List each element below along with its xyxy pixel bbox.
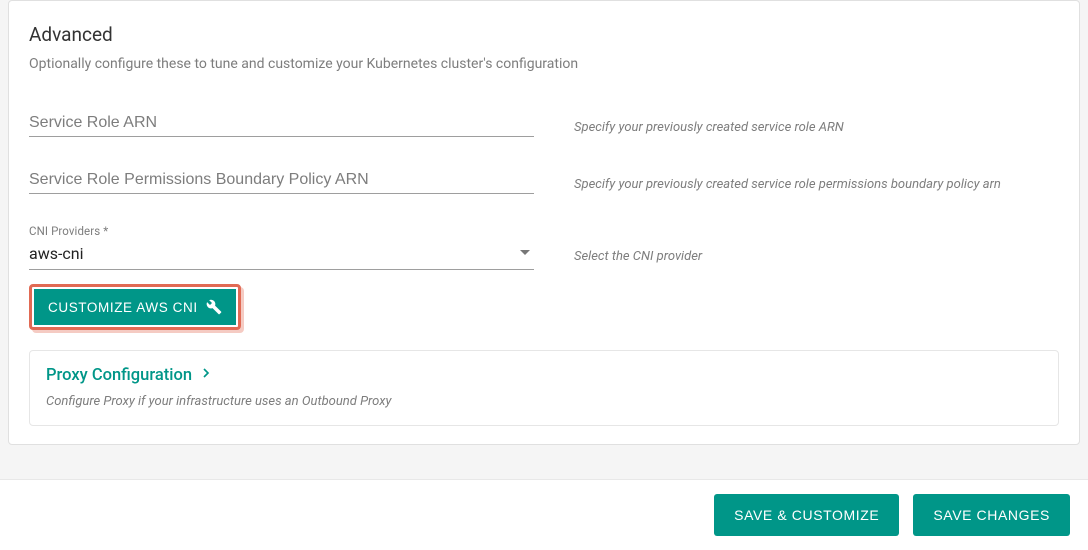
- customize-cni-highlight: CUSTOMIZE AWS CNI: [29, 284, 241, 330]
- save-changes-label: SAVE CHANGES: [933, 507, 1050, 523]
- footer-action-bar: SAVE & CUSTOMIZE SAVE CHANGES: [0, 479, 1088, 550]
- cni-providers-label: CNI Providers *: [29, 224, 534, 238]
- boundary-arn-input[interactable]: [29, 167, 534, 194]
- section-description: Optionally configure these to tune and c…: [29, 56, 1059, 72]
- boundary-arn-row: Specify your previously created service …: [29, 167, 1059, 194]
- cni-providers-row: CNI Providers * aws-cni Select the CNI p…: [29, 224, 1059, 270]
- customize-cni-label: CUSTOMIZE AWS CNI: [48, 300, 198, 315]
- boundary-arn-hint: Specify your previously created service …: [574, 177, 1001, 192]
- save-customize-label: SAVE & CUSTOMIZE: [734, 507, 879, 523]
- service-role-arn-row: Specify your previously created service …: [29, 110, 1059, 137]
- proxy-description: Configure Proxy if your infrastructure u…: [46, 394, 1042, 409]
- chevron-down-icon: [520, 250, 530, 255]
- save-changes-button[interactable]: SAVE CHANGES: [913, 494, 1070, 536]
- cni-providers-value: aws-cni: [29, 242, 534, 270]
- section-title: Advanced: [29, 23, 1059, 46]
- service-role-arn-hint: Specify your previously created service …: [574, 120, 844, 135]
- save-and-customize-button[interactable]: SAVE & CUSTOMIZE: [714, 494, 899, 536]
- proxy-configuration-panel: Proxy Configuration Configure Proxy if y…: [29, 350, 1059, 426]
- proxy-title-text: Proxy Configuration: [46, 366, 192, 385]
- advanced-panel: Advanced Optionally configure these to t…: [8, 0, 1080, 445]
- chevron-right-icon: [198, 365, 214, 386]
- cni-providers-hint: Select the CNI provider: [574, 249, 702, 264]
- service-role-arn-input[interactable]: [29, 110, 534, 137]
- proxy-configuration-toggle[interactable]: Proxy Configuration: [46, 365, 1042, 386]
- cni-providers-select[interactable]: aws-cni: [29, 242, 534, 270]
- customize-aws-cni-button[interactable]: CUSTOMIZE AWS CNI: [34, 289, 236, 325]
- wrench-icon: [206, 299, 222, 315]
